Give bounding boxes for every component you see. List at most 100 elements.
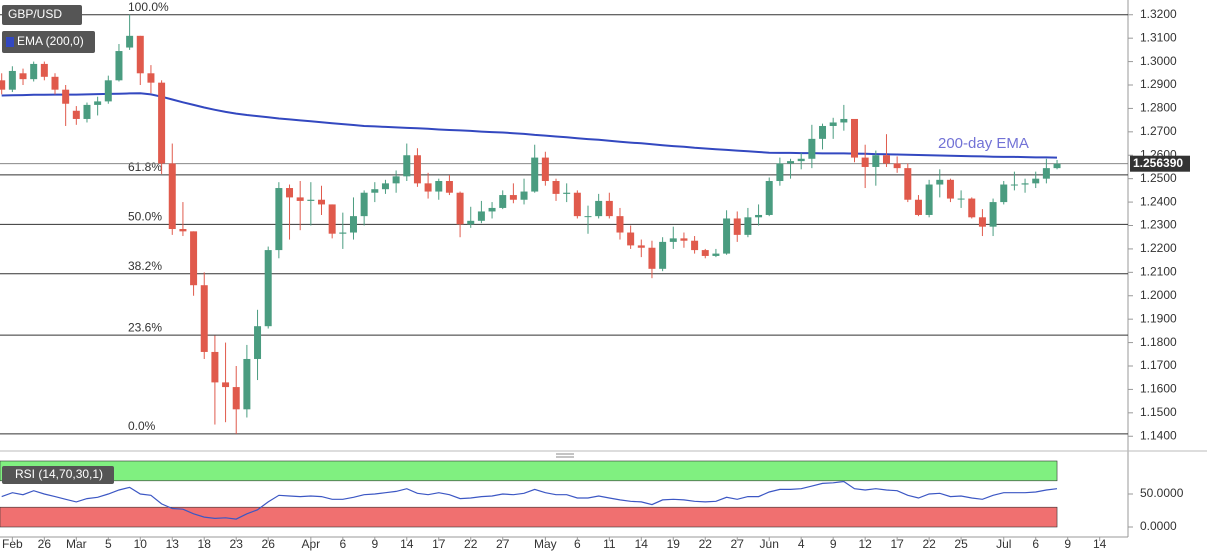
candle (371, 182, 379, 203)
y-tick-label: 1.1600 (1140, 382, 1177, 396)
candle (413, 148, 421, 187)
candle (403, 143, 411, 182)
candle (797, 152, 805, 170)
candle (584, 205, 592, 234)
candle-body (936, 179, 944, 185)
candle (349, 197, 357, 240)
candle-body (328, 204, 336, 234)
candle (893, 156, 901, 173)
y-tick-label: 1.2000 (1140, 288, 1177, 302)
candle-body (488, 207, 496, 212)
fib-label: 100.0% (128, 0, 169, 14)
candle (83, 102, 91, 123)
legend-label: EMA (200,0) (17, 34, 84, 48)
candle (179, 202, 187, 237)
candle-body (808, 138, 816, 159)
y-tick-label: 1.2900 (1140, 77, 1177, 91)
candle-body (94, 101, 102, 105)
candle-body (158, 82, 166, 164)
x-tick-label: 14 (635, 537, 649, 551)
candle (1010, 171, 1018, 191)
candle (637, 239, 645, 258)
candle (392, 170, 400, 193)
candle-body (509, 195, 517, 200)
candle (275, 182, 283, 259)
y-tick-label: 1.1800 (1140, 335, 1177, 349)
candle-body (787, 161, 795, 164)
candle (701, 248, 709, 259)
x-tick-label: 26 (262, 537, 276, 551)
x-tick-label: 9 (1064, 537, 1071, 551)
candle (62, 85, 70, 126)
candle (989, 198, 997, 237)
candle-body (648, 247, 656, 269)
candle (8, 66, 16, 93)
candle (19, 68, 27, 86)
candle-body (605, 200, 613, 217)
candle (723, 210, 731, 255)
ema-annotation: 200-day EMA (938, 135, 1029, 152)
candle (680, 232, 688, 248)
candle-body (318, 199, 325, 205)
candle-body (1032, 178, 1040, 184)
x-tick-label: 9 (830, 537, 837, 551)
candle (200, 272, 208, 359)
candle-body (968, 198, 976, 218)
candle-body (595, 200, 603, 217)
rsi-label: RSI (14,70,30,1) (15, 467, 103, 481)
candle (616, 207, 624, 240)
candle (755, 204, 763, 226)
x-tick-label: 25 (954, 537, 968, 551)
x-tick-label: 6 (574, 537, 581, 551)
fib-label: 0.0% (128, 419, 156, 433)
candle-body (819, 125, 827, 139)
candle-body (360, 192, 368, 217)
candle-body (776, 163, 784, 182)
candle-body (744, 217, 752, 235)
candle (72, 106, 80, 125)
candle (552, 178, 560, 201)
candle-body (840, 118, 848, 123)
y-tick-label: 1.1700 (1140, 358, 1177, 372)
candle-body (62, 89, 70, 104)
candle (243, 344, 251, 418)
candle (1042, 158, 1050, 184)
candle (712, 248, 720, 258)
candle-body (275, 188, 283, 251)
candle-body (8, 70, 16, 90)
oversold-band (0, 506, 1058, 528)
candle-body (147, 73, 155, 83)
candle-body (499, 195, 507, 208)
candle (307, 182, 315, 226)
candle-body (413, 155, 421, 184)
price-panel (0, 0, 1128, 451)
candle (744, 207, 752, 238)
candle (627, 225, 635, 249)
x-tick-label: 26 (38, 537, 52, 551)
symbol-box (2, 5, 82, 25)
panel-resize-handle[interactable] (556, 453, 574, 458)
candle-body (541, 157, 549, 182)
x-tick-label: 4 (798, 537, 805, 551)
candle-body (882, 155, 890, 164)
x-tick-label: 9 (371, 537, 378, 551)
candle (254, 309, 262, 381)
y-tick-label: 1.1900 (1140, 311, 1177, 325)
candle (51, 73, 59, 95)
candle (861, 144, 869, 189)
candle (882, 134, 890, 167)
candle-body (403, 155, 411, 177)
candle-body (1021, 183, 1029, 185)
candle-body (19, 73, 27, 80)
tag-box (1130, 155, 1190, 172)
candle-body (435, 181, 443, 192)
legend-box (2, 31, 95, 53)
candle-body (381, 183, 389, 190)
candle (520, 178, 528, 205)
fib-label: 61.8% (128, 160, 162, 174)
candle-body (424, 183, 432, 192)
y-tick-label: 1.1500 (1140, 405, 1177, 419)
candle-body (957, 198, 965, 200)
